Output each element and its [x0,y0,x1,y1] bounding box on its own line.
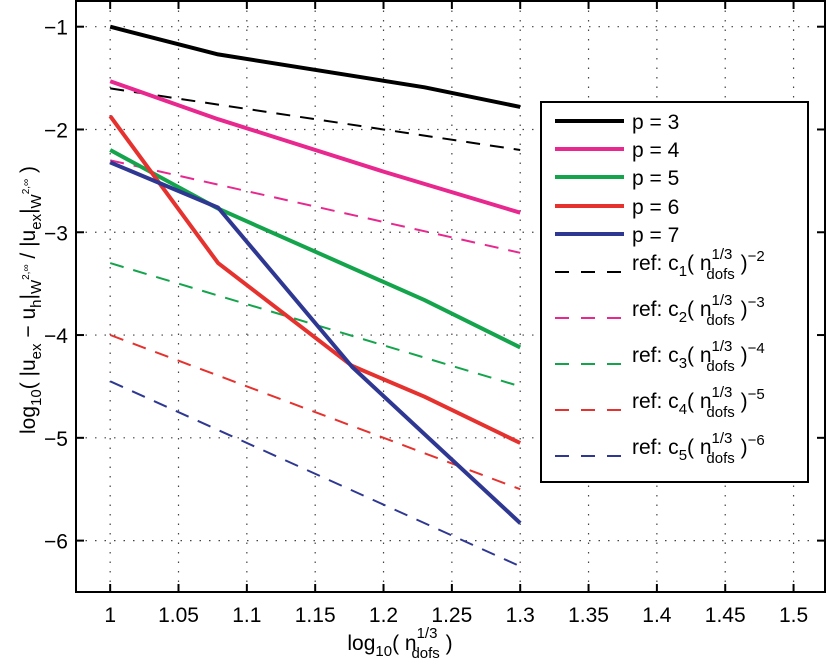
x-tick-label: 1.05 [158,604,199,627]
y-tick-label: −4 [44,325,68,348]
legend-box [540,101,809,483]
series-line-5 [110,87,521,151]
x-axis-label: log10( n1/3 dofs ) [347,625,452,662]
series-line-2 [109,148,522,350]
x-tick-label: 1.25 [431,604,472,627]
legend-label: p = 4 [632,139,680,162]
x-tick-label: 1 [104,604,116,627]
x-tick-label: 1.4 [642,604,672,627]
y-axis-label: log10( |uex − uh|W2,∞ / |uex|W2,∞ ) [17,166,45,434]
legend-label: p = 3 [632,111,679,134]
y-tick-label: −6 [44,531,68,554]
series-line-4 [109,160,522,525]
y-tick-label: −5 [44,428,68,451]
x-tick-label: 1.45 [705,604,746,627]
series-line-0 [109,24,521,109]
legend-label: ref: c2( n1/3 dofs )−3 [632,292,765,329]
x-tick-label: 1.35 [568,604,609,627]
y-tick-label: −1 [44,17,68,40]
legend-label: p = 6 [632,196,679,219]
series-line-9 [109,380,521,568]
legend-label: ref: c4( n1/3 dofs )−5 [632,384,765,421]
series-line-8 [109,334,521,491]
legend-label: ref: c1( n1/3 dofs )−2 [632,246,765,283]
legend-label: p = 5 [632,167,679,190]
x-tick-label: 1.3 [506,604,535,627]
x-tick-label: 1.5 [779,604,808,627]
x-tick-label: 1.15 [295,604,336,627]
plot-frame [75,0,826,593]
legend-label: ref: c3( n1/3 dofs )−4 [632,338,765,375]
x-tick-label: 1.1 [232,604,261,627]
x-tick-label: 1.2 [369,604,398,627]
series-line-3 [108,114,522,445]
axis-ticks: 1 1.05 1.1 1.15 1.2 1.25 1.3 1.35 1.4 1.45 1.5 −1 −2… [44,1,825,627]
legend-label: ref: c5( n1/3 dofs )−6 [632,430,765,467]
legend-label: p = 7 [632,224,679,247]
y-tick-label: −2 [44,119,68,142]
y-tick-label: −3 [44,222,68,245]
series-line-1 [109,79,521,215]
data-series [108,24,522,568]
